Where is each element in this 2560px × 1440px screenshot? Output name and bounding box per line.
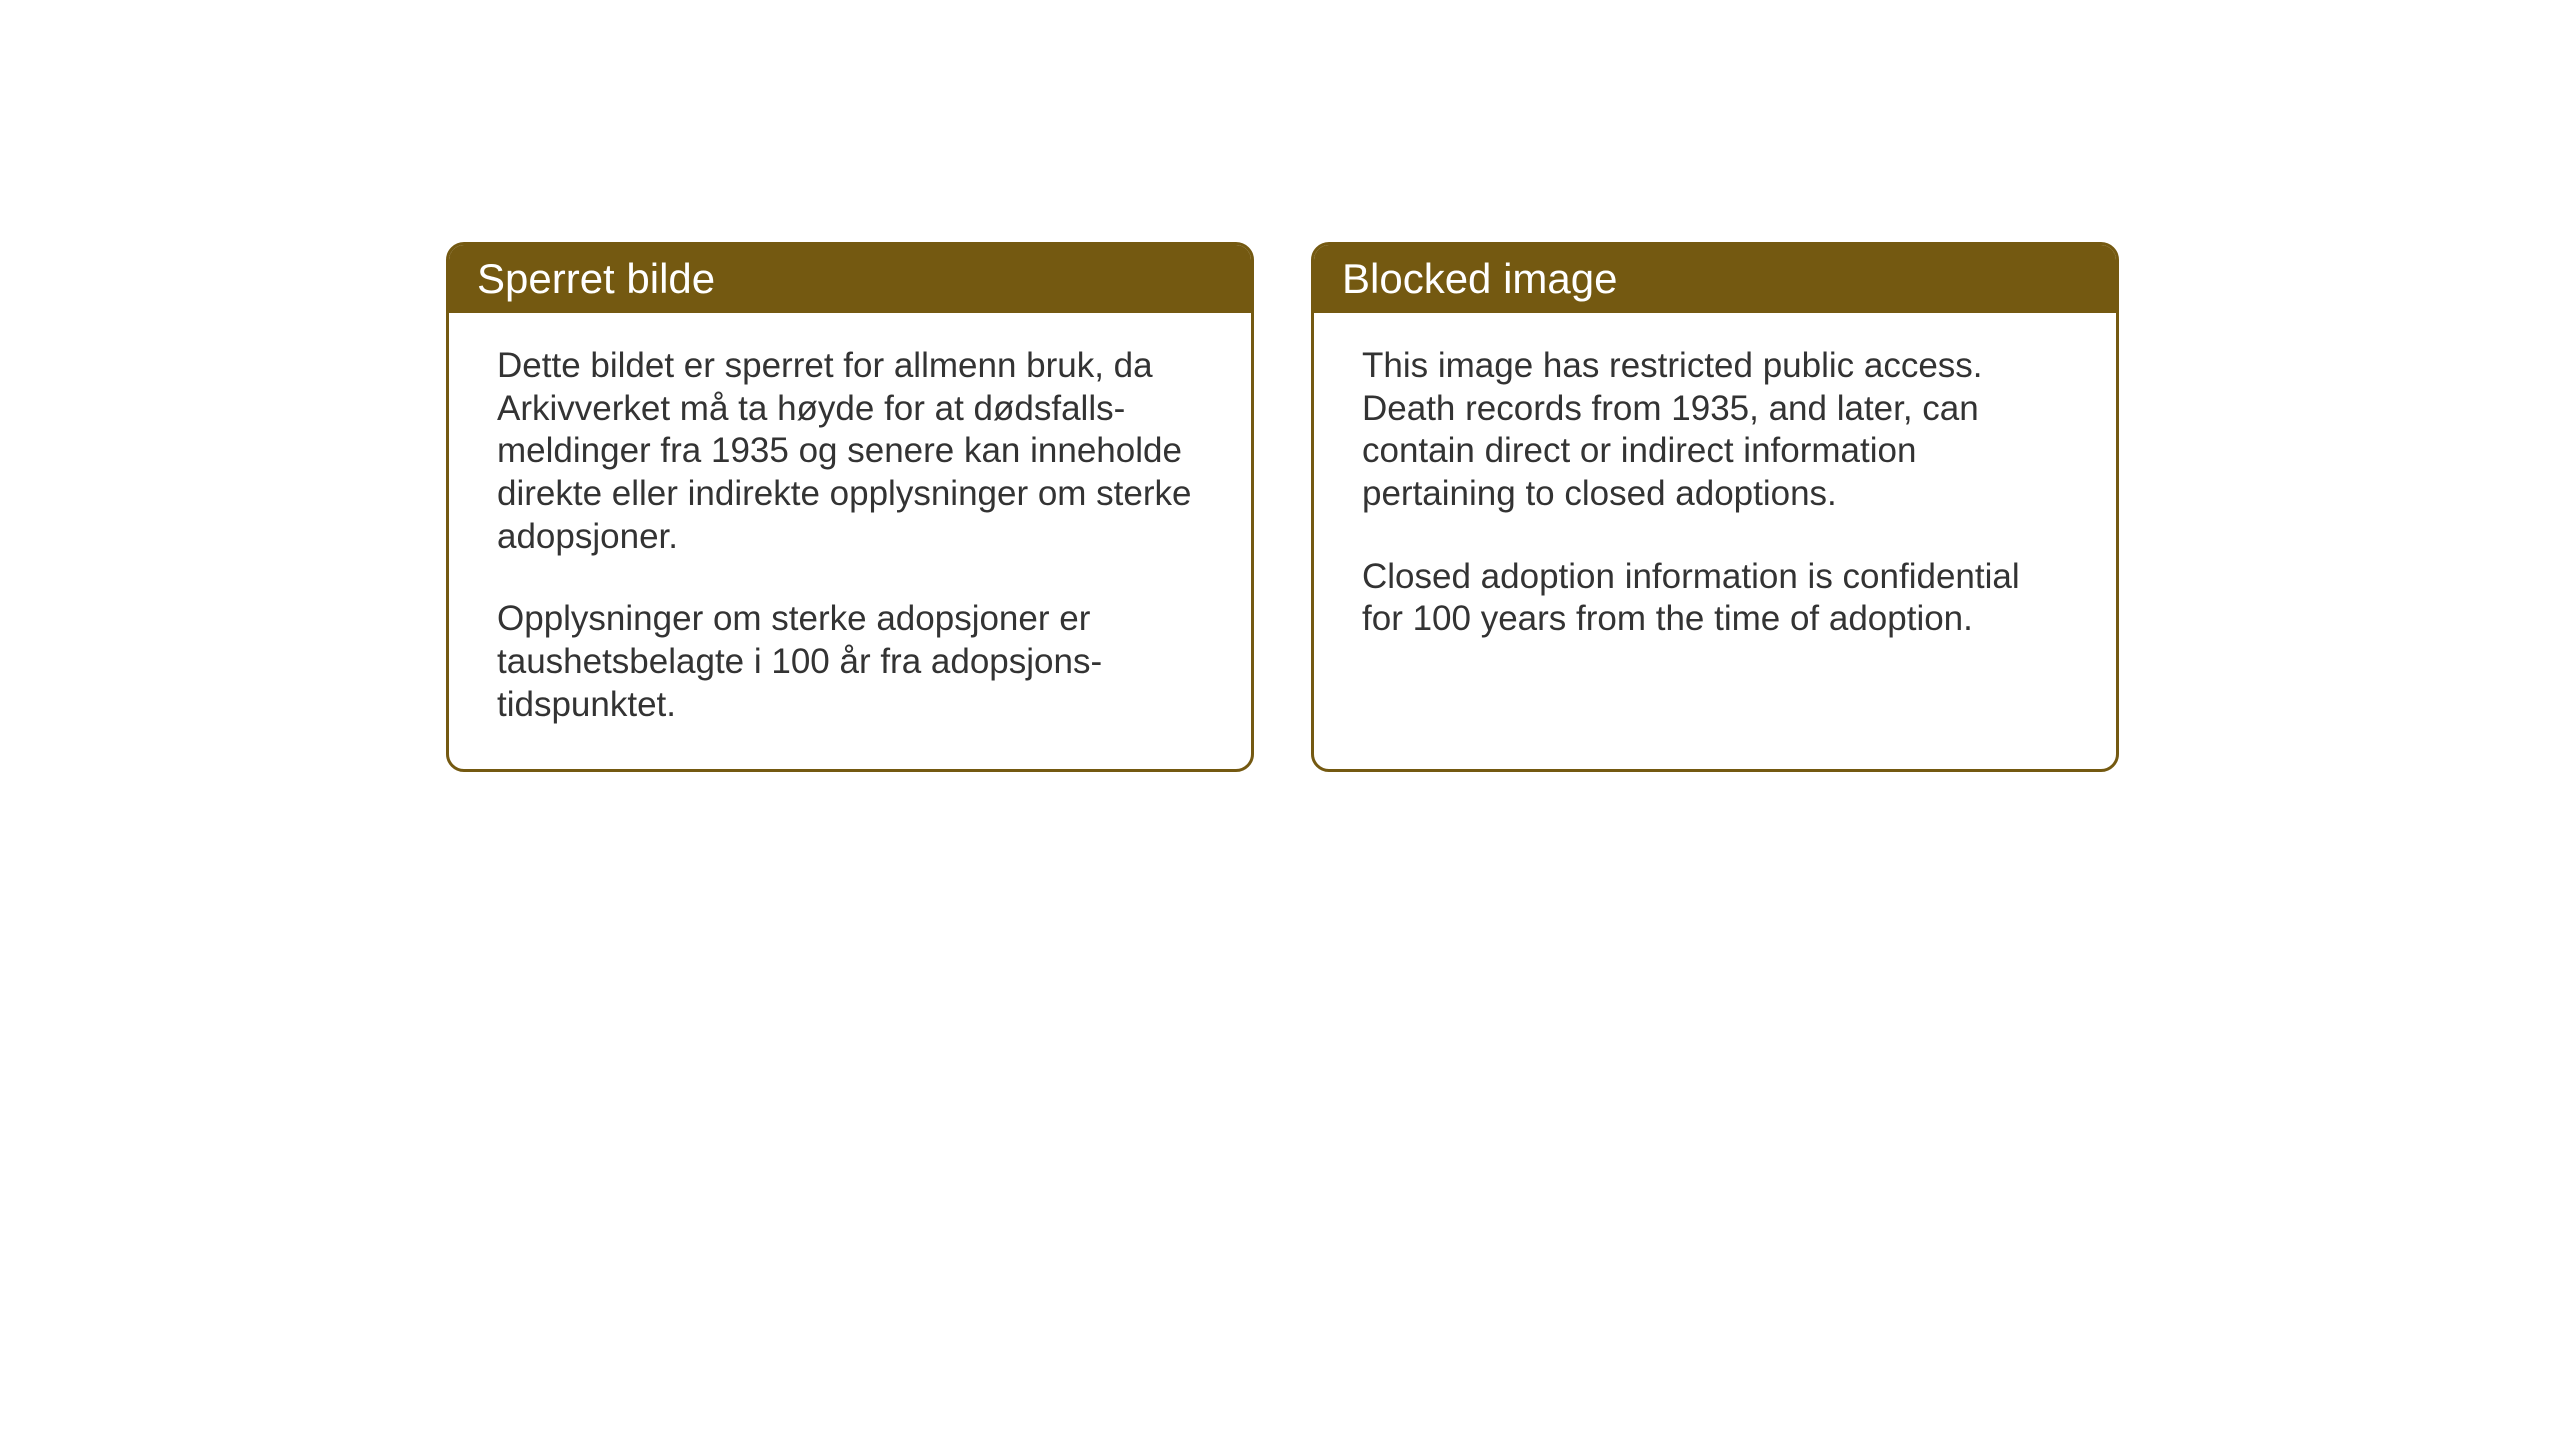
notice-card-body: Dette bildet er sperret for allmenn bruk… (449, 313, 1251, 769)
notice-card-header: Blocked image (1314, 245, 2116, 313)
notice-paragraph: Dette bildet er sperret for allmenn bruk… (497, 345, 1203, 558)
notice-card-body: This image has restricted public access.… (1314, 313, 2116, 683)
notice-card-header: Sperret bilde (449, 245, 1251, 313)
notice-panel-container: Sperret bilde Dette bildet er sperret fo… (446, 242, 2119, 772)
notice-card-norwegian: Sperret bilde Dette bildet er sperret fo… (446, 242, 1254, 772)
notice-card-english: Blocked image This image has restricted … (1311, 242, 2119, 772)
notice-paragraph: This image has restricted public access.… (1362, 345, 2068, 516)
notice-title: Blocked image (1342, 255, 1617, 302)
notice-title: Sperret bilde (477, 255, 715, 302)
notice-paragraph: Closed adoption information is confident… (1362, 556, 2068, 641)
notice-paragraph: Opplysninger om sterke adopsjoner er tau… (497, 598, 1203, 726)
